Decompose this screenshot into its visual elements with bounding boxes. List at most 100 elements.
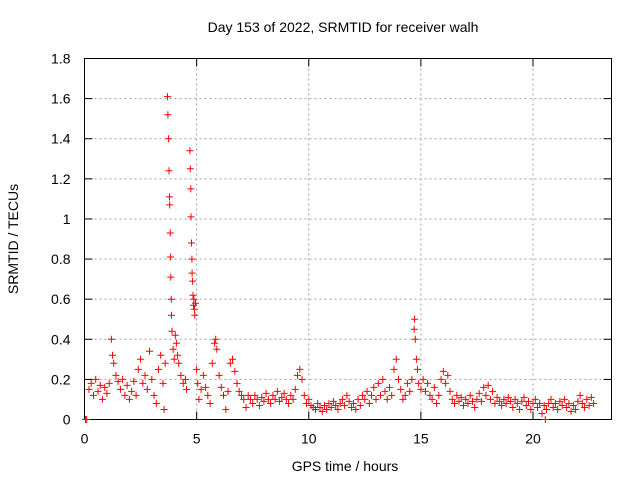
data-point [285,400,293,407]
data-point [455,397,463,405]
y-tick-label: 1.4 [51,131,71,147]
data-point [386,383,393,391]
y-tick-label: 0.8 [51,251,71,267]
data-point [341,402,349,409]
data-point [166,201,174,209]
data-point [164,93,171,101]
data-point [242,404,250,411]
data-point [296,365,304,373]
data-point [167,273,175,281]
data-point [437,375,445,383]
data-point [545,400,553,407]
x-tick-label: 20 [525,431,541,447]
data-point [197,385,205,393]
data-point [430,383,438,391]
data-point [276,397,284,405]
data-point [408,375,416,383]
data-point [289,395,297,403]
x-tick-label: 15 [413,431,429,447]
data-point [399,395,407,403]
data-point [166,229,174,237]
data-point [482,391,490,399]
data-point [500,395,508,403]
data-point [255,402,263,409]
data-point [502,400,510,407]
data-point [560,395,568,403]
data-point [549,404,557,411]
data-point [167,295,175,303]
data-point [578,400,586,407]
y-tick-label: 1.2 [51,171,71,187]
data-point [574,397,582,405]
data-point [538,410,546,417]
grid-lines [84,58,612,420]
data-point [513,400,521,407]
data-point [442,379,450,387]
y-tick-label: 1.8 [51,51,71,67]
data-point [529,400,537,407]
data-point [345,397,353,405]
data-point [168,327,176,335]
data-point [188,255,196,263]
data-point [354,395,362,403]
data-point [217,383,225,391]
data-point [291,385,299,393]
data-point [410,325,418,333]
data-point [181,375,189,383]
data-point [267,400,275,407]
data-point [94,387,102,395]
data-point [435,391,443,399]
data-point [558,402,566,409]
data-point [374,379,382,387]
data-point [453,391,461,399]
data-point [212,335,220,343]
data-point [238,391,245,399]
data-point [199,371,207,379]
data-point [187,185,195,193]
data-point [350,400,358,407]
data-point [300,391,308,399]
data-point [183,385,190,393]
data-point [415,379,423,387]
data-point [370,383,378,391]
data-point [520,393,528,401]
data-points [82,93,598,423]
data-point [314,400,322,407]
data-point [543,406,550,413]
data-point [576,391,584,399]
data-point [188,239,195,247]
data-point [439,367,447,375]
data-point [137,355,145,363]
y-tick-label: 0.6 [51,291,71,307]
data-point [271,395,279,403]
data-point [211,339,219,347]
data-point [112,371,120,379]
data-point [480,383,488,391]
data-point [433,400,441,407]
data-point [421,387,429,395]
data-point [166,193,173,201]
data-point [569,402,577,409]
data-point [132,391,140,399]
data-point [251,391,259,399]
data-point [491,400,499,407]
data-point [195,395,203,403]
data-point [87,379,95,387]
data-point [388,391,396,399]
data-point [541,416,549,423]
data-point [397,385,405,393]
data-point [160,406,168,413]
data-point [417,385,425,393]
data-point [359,391,367,399]
data-point [536,400,544,407]
data-point [171,331,179,339]
data-point [188,269,196,277]
data-point [121,391,129,399]
data-point [338,395,346,403]
data-point [246,395,254,403]
data-point [525,397,532,405]
data-point [128,387,136,395]
x-tick-label: 5 [193,431,201,447]
data-point [486,395,494,403]
data-point [165,135,173,143]
